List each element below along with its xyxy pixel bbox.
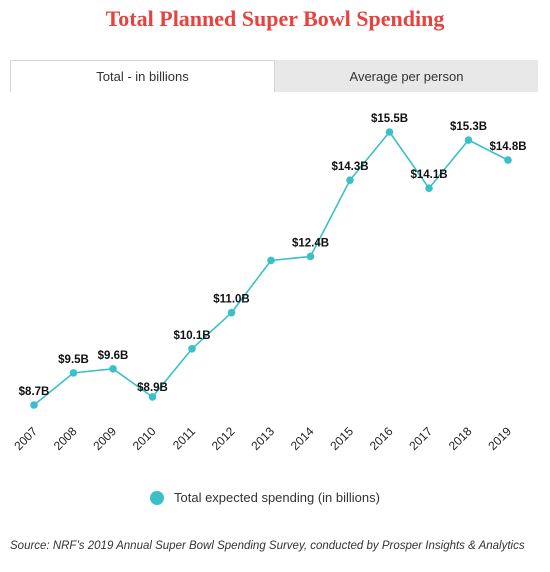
data-point [148, 393, 157, 401]
line-chart: $8.7B $9.5B $9.6B $8.9B $10.1B $11.0B $12.4B $1… [11, 113, 526, 453]
data-label: $8.7B [19, 386, 50, 398]
tab-total-in-billions[interactable]: Total - in billions [10, 60, 275, 92]
data-point [69, 369, 78, 377]
data-label: $11.0B [213, 294, 249, 306]
x-tick-label: 2011 [170, 424, 198, 452]
data-label: $9.6B [98, 350, 129, 362]
data-label: $12.4B [292, 237, 329, 249]
data-point [109, 365, 117, 373]
data-point [425, 184, 433, 193]
x-tick-label: 2014 [288, 424, 317, 453]
tab-bar: Total - in billions Average per person [10, 60, 538, 92]
data-label: $10.1B [173, 330, 210, 342]
data-point [346, 176, 354, 184]
chart-legend: Total expected spending (in billions) [150, 490, 380, 505]
data-label: $15.3B [450, 121, 487, 133]
x-tick-label: 2015 [327, 424, 356, 453]
data-point [306, 252, 315, 261]
data-label: $14.3B [331, 161, 368, 173]
data-point [504, 156, 512, 164]
data-label: $8.9B [137, 382, 168, 394]
data-point [385, 128, 394, 136]
data-label: $15.5B [371, 113, 408, 125]
data-point [464, 136, 473, 144]
chart-title: Total Planned Super Bowl Spending [105, 6, 445, 31]
x-tick-label: 2010 [130, 424, 159, 453]
legend-label: Total expected spending (in billions) [174, 490, 380, 505]
data-point [30, 401, 38, 409]
source-note: Source: NRF’s 2019 Annual Super Bowl Spe… [10, 540, 525, 552]
x-tick-label: 2016 [367, 424, 396, 453]
data-point [188, 344, 196, 353]
x-tick-label: 2012 [209, 424, 238, 453]
tab-average-per-person[interactable]: Average per person [275, 60, 538, 92]
x-tick-label: 2007 [11, 424, 40, 453]
legend-marker [150, 490, 164, 505]
data-label: $14.8B [489, 141, 526, 153]
x-tick-label: 2013 [248, 424, 277, 453]
data-label: $14.1B [410, 169, 447, 181]
x-tick-label: 2008 [51, 424, 80, 453]
data-point [227, 308, 236, 317]
x-tick-label: 2009 [90, 424, 119, 453]
x-tick-label: 2018 [446, 424, 475, 453]
x-tick-label: 2019 [485, 424, 514, 453]
x-tick-label: 2017 [406, 424, 435, 453]
data-label: $9.5B [58, 354, 89, 366]
data-point [267, 256, 275, 265]
